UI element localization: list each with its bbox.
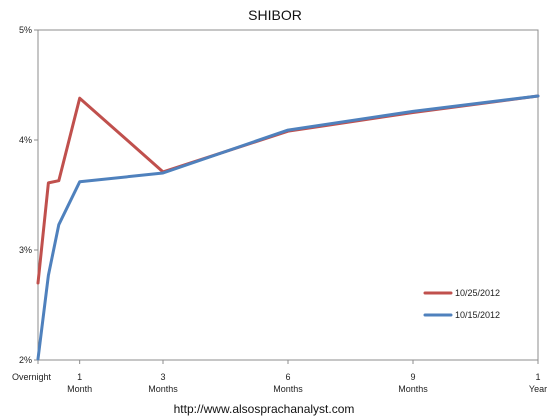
x-tick-label: Months [148,384,178,394]
x-tick-label: 6 [285,372,290,382]
x-tick-label: Months [273,384,303,394]
y-tick-label: 5% [19,25,32,35]
source-url: http://www.alsosprachanalyst.com [174,402,355,416]
series-layer [36,94,540,361]
x-tick-label: 3 [160,372,165,382]
y-tick-label: 4% [19,135,32,145]
axes-layer: 2% 3% 4% 5% Overnight 1 Month 3 Months 6 Months 9 Mo… [12,25,547,394]
x-tick-label: Months [398,384,428,394]
series-line-2 [36,94,540,361]
y-tick-label: 2% [19,355,32,365]
x-tick-label: Month [67,384,92,394]
series-line-1 [36,94,540,285]
x-tick-label: 9 [410,372,415,382]
x-tick-label: Overnight [12,372,52,382]
legend-label-1: 10/25/2012 [455,288,500,298]
legend-label-2: 10/15/2012 [455,310,500,320]
chart-title: SHIBOR [248,7,302,23]
y-tick-label: 3% [19,245,32,255]
x-tick-label: Year [529,384,547,394]
legend: 10/25/2012 10/15/2012 [423,288,500,320]
x-tick-label: 1 [77,372,82,382]
x-tick-label: 1 [535,372,540,382]
